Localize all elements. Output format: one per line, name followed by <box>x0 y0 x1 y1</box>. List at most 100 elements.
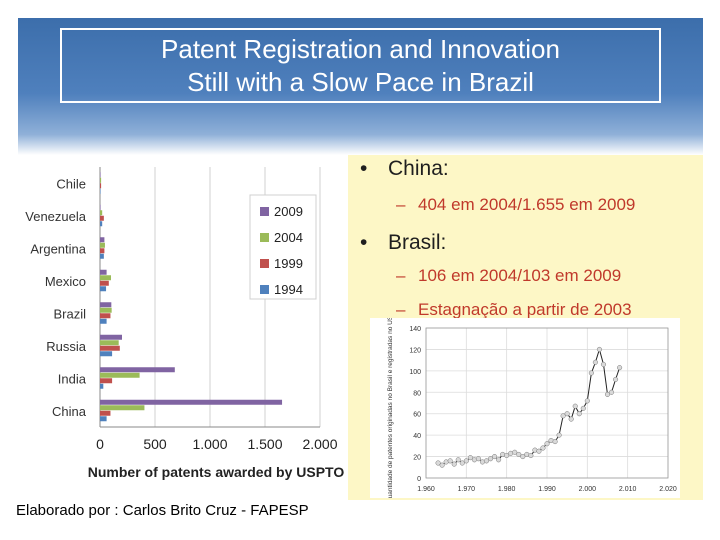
bar-chart-panel: 0 500 1.000 1.500 2.000 Chile Venezuela Argenti… <box>18 155 348 500</box>
data-point <box>520 454 526 460</box>
bullet-brasil: Brasil: <box>388 231 447 254</box>
x-tick-label: 2.000 <box>302 436 337 452</box>
data-point <box>455 457 461 463</box>
x-tick-label: 1.500 <box>247 436 282 452</box>
data-point <box>536 448 542 454</box>
x-axis-title: Number of patents awarded by USPTO <box>88 464 345 480</box>
data-point <box>475 456 481 462</box>
legend-label-2009: 2009 <box>274 204 303 219</box>
data-point <box>608 389 615 395</box>
data-point <box>568 416 574 422</box>
x-tick-label: 0 <box>96 436 104 452</box>
x-tick-label: 1.960 <box>417 486 435 493</box>
bar-2004-brazil <box>100 307 112 313</box>
legend-label-1994: 1994 <box>274 282 303 297</box>
title-banner <box>18 18 703 155</box>
bar-2009-brazil <box>100 302 112 308</box>
legend-label-1999: 1999 <box>274 256 303 271</box>
bar-2009-india <box>100 367 175 373</box>
bar-1994-india <box>100 383 104 389</box>
data-point <box>588 370 594 376</box>
bullet-dot: • <box>360 231 368 254</box>
bar-2009-venezuela <box>100 204 101 210</box>
title-line-2: Still with a Slow Pace in Brazil <box>187 67 534 97</box>
notes-panel: • China: – 404 em 2004/1.655 em 2009 • B… <box>348 155 703 500</box>
bar-chart: 0 500 1.000 1.500 2.000 Chile Venezuela Argenti… <box>25 167 345 480</box>
legend-swatch-2004 <box>260 233 269 242</box>
data-point <box>572 403 578 409</box>
bar-1999-china <box>100 410 111 416</box>
data-point <box>584 398 590 404</box>
bar-1999-russia <box>100 345 120 351</box>
data-point <box>560 413 566 419</box>
data-point <box>596 346 602 352</box>
category-label: Argentina <box>30 241 86 256</box>
data-point <box>463 458 469 464</box>
bar-1994-mexico <box>100 286 107 292</box>
data-point <box>592 359 598 365</box>
data-point <box>492 454 498 460</box>
data-point <box>580 405 586 411</box>
category-label: Chile <box>56 176 86 191</box>
bar-1994-chile <box>100 188 101 194</box>
bullet-dot: • <box>360 157 368 180</box>
data-point <box>552 439 558 445</box>
category-label: Russia <box>46 339 87 354</box>
data-point <box>504 452 510 459</box>
y-tick-label: 60 <box>413 412 421 419</box>
x-tick-label: 1.000 <box>192 436 227 452</box>
bar-2009-argentina <box>100 237 105 243</box>
data-point <box>613 376 619 382</box>
x-tick-label: 500 <box>143 436 167 452</box>
legend-label-2004: 2004 <box>274 230 303 245</box>
bar-2004-russia <box>100 340 119 346</box>
bar-2009-chile <box>100 172 101 178</box>
legend: 2009 2004 1999 1994 <box>249 194 317 300</box>
x-tick-label: 2.020 <box>659 486 677 493</box>
data-point <box>516 451 522 457</box>
data-point <box>564 411 570 417</box>
bullet-china: China: <box>388 157 449 180</box>
x-tick-label: 1.970 <box>458 486 476 493</box>
bar-2004-mexico <box>100 275 111 281</box>
y-tick-label: 120 <box>409 347 421 354</box>
category-label: China <box>52 404 87 419</box>
y-tick-label: 140 <box>409 326 421 333</box>
bar-1999-india <box>100 378 113 384</box>
line-chart-background <box>370 318 680 498</box>
category-label: Brazil <box>53 306 86 321</box>
bullet-brasil-detail-2: Estagnação a partir de 2003 <box>418 300 632 319</box>
footer-credit: Elaborado por : Carlos Brito Cruz - FAPE… <box>16 502 309 519</box>
bar-2009-russia <box>100 334 122 340</box>
y-axis-title: Quantidade de patentes originadas no Bra… <box>387 318 394 498</box>
y-tick-label: 20 <box>413 455 421 462</box>
category-label: India <box>58 371 87 386</box>
data-point <box>617 365 623 371</box>
dash: – <box>396 266 406 285</box>
bar-2004-argentina <box>100 242 105 248</box>
x-tick-label: 2.010 <box>619 486 637 493</box>
plot-frame <box>425 327 669 479</box>
bar-1999-venezuela <box>100 215 104 221</box>
legend-swatch-2009 <box>260 207 269 216</box>
bullet-brasil-detail-1: 106 em 2004/103 em 2009 <box>418 266 622 285</box>
bar-1994-china <box>100 416 107 422</box>
x-tick-label: 1.980 <box>498 486 516 493</box>
page-title: Patent Registration and Innovation Still… <box>60 28 661 103</box>
dash: – <box>396 195 406 214</box>
data-point <box>600 361 607 367</box>
y-tick-label: 40 <box>413 433 421 440</box>
data-point <box>435 460 441 466</box>
bar-2009-china <box>100 399 283 405</box>
bar-1994-russia <box>100 351 113 357</box>
data-point <box>512 449 518 455</box>
bar-1999-mexico <box>100 280 109 286</box>
data-point <box>576 411 582 417</box>
data-point <box>604 391 611 397</box>
bar-2004-india <box>100 372 140 378</box>
data-point <box>496 457 502 463</box>
x-tick-label: 2.000 <box>579 486 597 493</box>
bar-2004-chile <box>100 177 102 183</box>
bullet-list: • China: – 404 em 2004/1.655 em 2009 • B… <box>348 155 703 319</box>
dash: – <box>396 300 406 319</box>
